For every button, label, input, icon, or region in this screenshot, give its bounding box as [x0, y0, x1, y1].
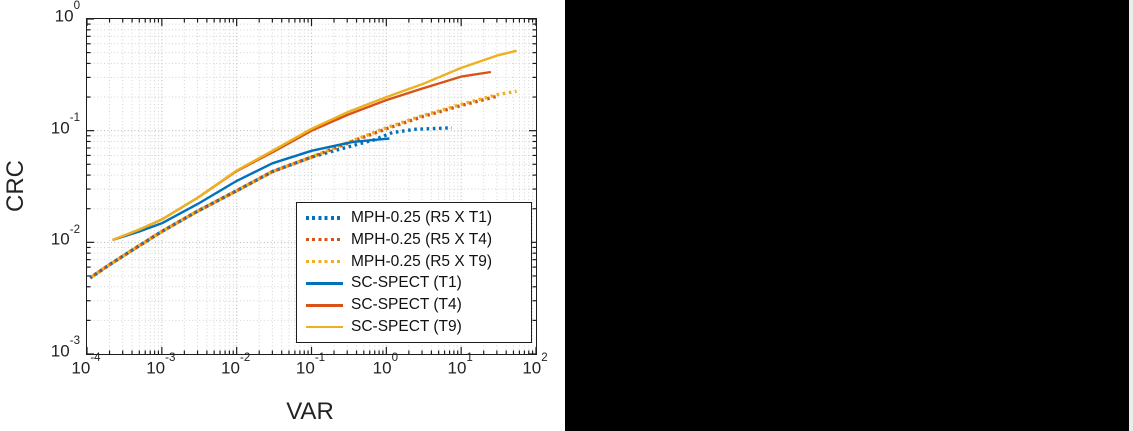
legend-label: MPH-0.25 (R5 X T4) [351, 230, 492, 248]
x-tick-label: 10-1 [295, 352, 326, 378]
legend-label: SC-SPECT (T1) [351, 274, 462, 292]
legend-line-sample [306, 282, 343, 285]
crc-var-plot-panel: 10-4 10-3 10-2 10-1 100 101 102 100 10-1 10-2 10-… [0, 0, 565, 431]
x-tick-label: 10-4 [71, 352, 101, 378]
legend-item-scspect-t9: SC-SPECT (T9) [306, 318, 529, 337]
legend-line-sample [306, 238, 343, 242]
legend-box: MPH-0.25 (R5 X T1) MPH-0.25 (R5 X T4) MP… [296, 202, 532, 343]
series-line-5 [112, 49, 517, 242]
x-tick-label: 102 [522, 352, 548, 378]
legend-label: MPH-0.25 (R5 X T1) [351, 208, 492, 226]
image-grid-panel: 60000 0 10000 0 60000 0 10000 0 (a) SC-S… [565, 0, 1133, 431]
legend-line-sample [306, 259, 343, 264]
x-tick-label: 101 [447, 352, 473, 378]
x-tick-label: 10-2 [221, 352, 251, 378]
x-tick-label: 100 [372, 352, 398, 378]
legend-item-mph-t1: MPH-0.25 (R5 X T1) [306, 208, 529, 227]
y-axis-label: CRC [2, 160, 29, 212]
y-tick-label: 10-3 [50, 335, 80, 361]
legend-item-mph-t9: MPH-0.25 (R5 X T9) [306, 252, 529, 271]
legend-label: MPH-0.25 (R5 X T9) [351, 252, 492, 270]
y-tick-label: 100 [54, 0, 80, 26]
legend-label: SC-SPECT (T4) [351, 296, 462, 314]
x-axis-label: VAR [286, 398, 334, 425]
legend-line-sample [306, 216, 343, 220]
right-edge-strip [1129, 0, 1133, 431]
legend-item-scspect-t1: SC-SPECT (T1) [306, 274, 529, 293]
y-tick-label: 10-2 [50, 223, 80, 249]
legend-item-scspect-t4: SC-SPECT (T4) [306, 296, 529, 315]
y-tick-label: 10-1 [50, 111, 80, 138]
series-line-2 [89, 89, 517, 280]
series-line-3 [112, 137, 390, 242]
series-line-1 [89, 94, 498, 280]
legend-item-mph-t4: MPH-0.25 (R5 X T4) [306, 230, 529, 249]
legend-line-sample [306, 303, 343, 307]
legend-line-sample [306, 325, 343, 329]
legend-label: SC-SPECT (T9) [351, 318, 462, 336]
x-tick-label: 10-3 [146, 352, 176, 378]
